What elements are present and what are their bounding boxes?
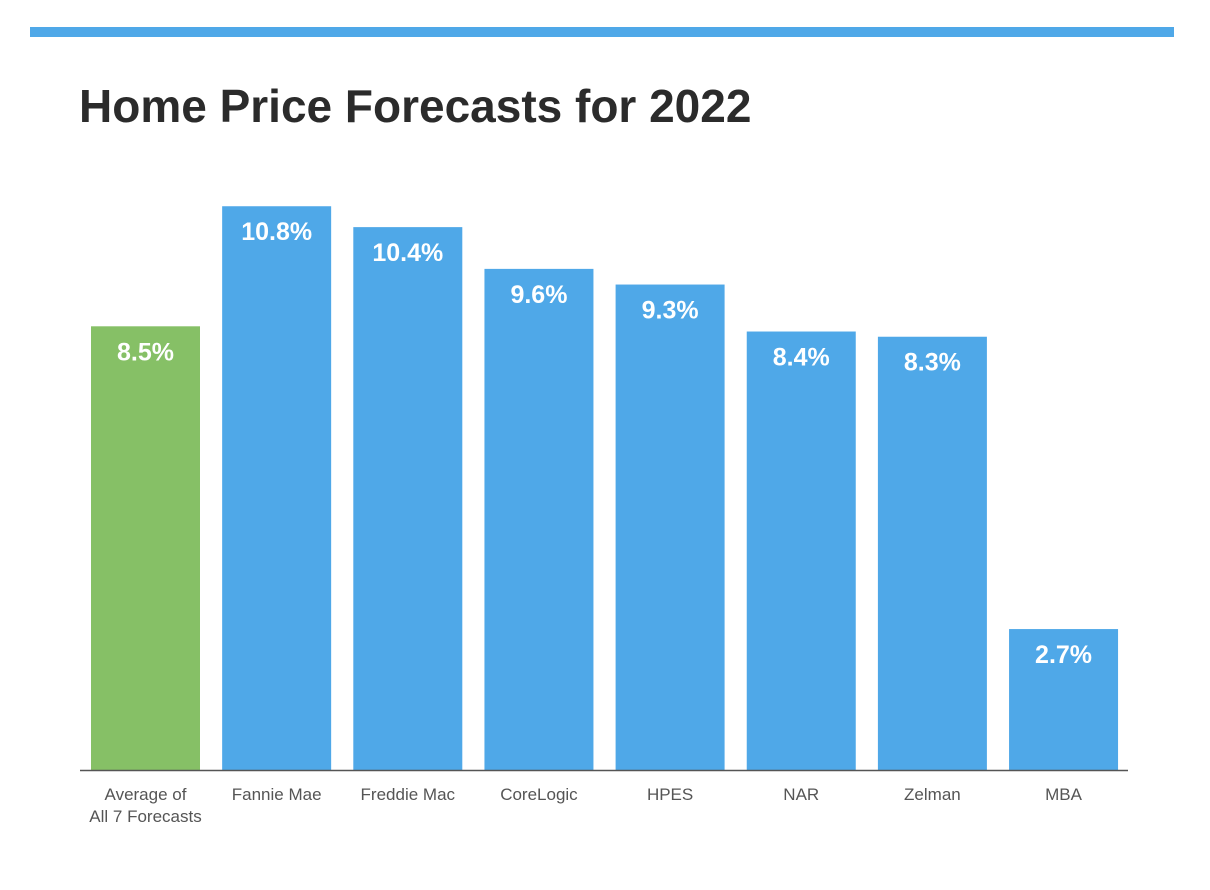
category-label-0-line-1: All 7 Forecasts [89,807,201,826]
bar-value-label-3: 9.6% [510,281,567,309]
bar-3 [484,268,594,770]
bar-value-label-6: 8.3% [904,349,961,377]
bar-value-label-4: 9.3% [642,297,699,325]
category-label-0-line-0: Average of [105,785,187,804]
category-label-1: Fannie Mae [232,785,322,804]
bar-value-label-2: 10.4% [372,239,443,267]
category-label-7: MBA [1045,785,1083,804]
bar-0 [91,326,200,770]
bar-value-label-1: 10.8% [241,218,312,246]
category-label-4: HPES [647,785,693,804]
chart-title: Home Price Forecasts for 2022 [79,80,752,132]
bar-7 [1009,629,1119,770]
bar-6 [877,336,987,770]
bar-value-label-7: 2.7% [1035,641,1092,669]
category-label-2: Freddie Mac [361,785,456,804]
bar-1 [222,206,332,771]
top-accent-rule [30,27,1174,37]
bar-2 [353,227,463,770]
bar-4 [615,284,725,770]
bar-value-label-5: 8.4% [773,344,830,372]
category-label-5: NAR [783,785,819,804]
bar-value-label-0: 8.5% [117,338,174,366]
category-label-6: Zelman [904,785,961,804]
bar-5 [746,331,856,770]
category-label-3: CoreLogic [500,785,578,804]
